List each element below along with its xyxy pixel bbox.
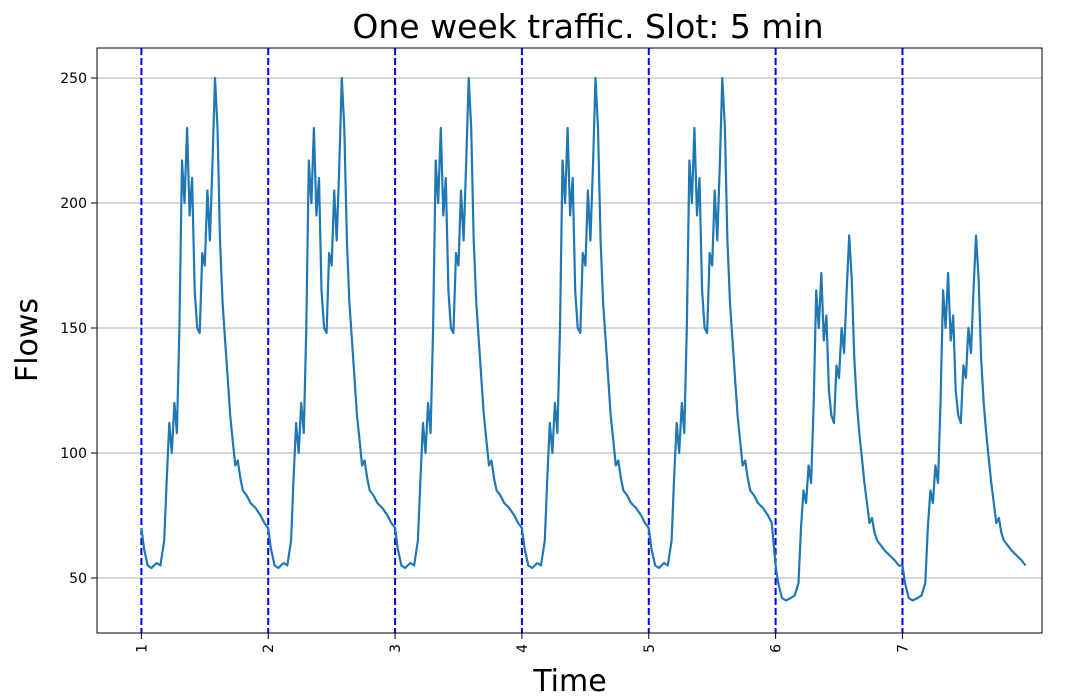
y-tick-label: 50: [69, 571, 87, 587]
x-tick-label: 3: [388, 644, 404, 653]
series-layer: [140, 76, 1027, 602]
y-axis-label: Flows: [10, 298, 45, 382]
x-tick-label: 6: [769, 644, 785, 653]
y-tick-label: 200: [60, 196, 87, 212]
x-axis-label: Time: [532, 664, 606, 697]
grid-lines: [97, 77, 1042, 579]
x-tick-label: 2: [261, 644, 277, 653]
plot-frame: [96, 47, 1043, 634]
x-tick-label: 7: [895, 644, 911, 653]
chart-title: One week traffic. Slot: 5 min: [352, 7, 823, 46]
y-axis-ticks: 50 100 150 200 250: [60, 71, 97, 587]
day-markers: [140, 48, 904, 633]
x-tick-label: 1: [134, 644, 150, 653]
y-tick-label: 150: [60, 321, 87, 337]
y-tick-label: 100: [60, 446, 87, 462]
x-tick-label: 4: [515, 644, 531, 653]
series-line: [140, 76, 1027, 602]
x-axis-ticks: 1 2 3 4 5 6 7: [134, 633, 911, 653]
x-tick-label: 5: [642, 644, 658, 653]
y-tick-label: 250: [60, 71, 87, 87]
